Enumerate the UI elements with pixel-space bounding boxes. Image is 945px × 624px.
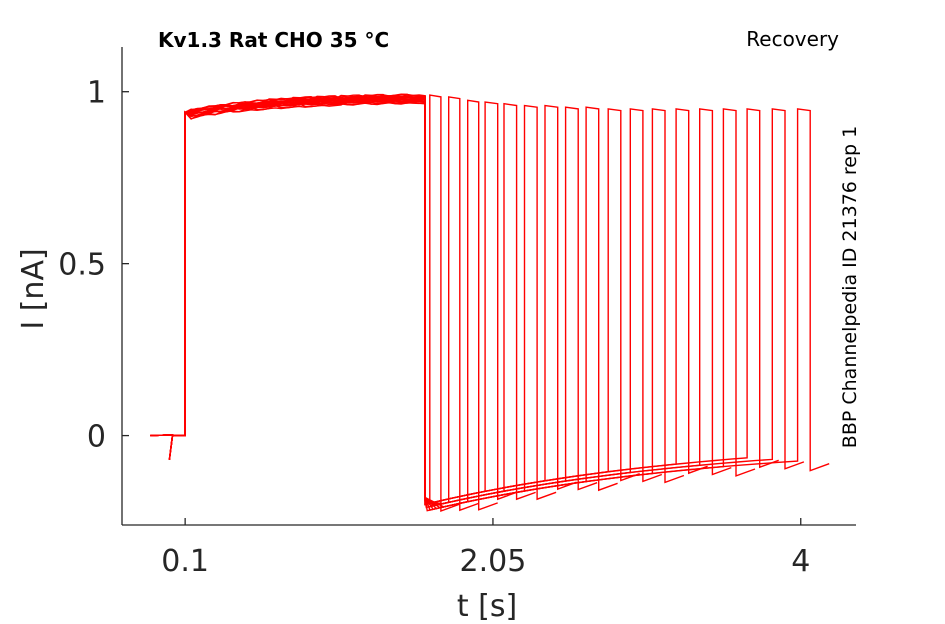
sweep-trace (150, 100, 685, 510)
source-label: BBP Channelpedia ID 21376 rep 1 (839, 126, 861, 448)
y-axis-label: I [nA] (16, 248, 51, 329)
sweep-trace (150, 93, 536, 508)
y-tick-label: 0.5 (58, 248, 106, 283)
sweep-trace (150, 99, 598, 507)
chart-subtitle: Recovery (746, 27, 839, 51)
sweep-trace (150, 93, 618, 511)
sweep-trace (150, 98, 663, 507)
axes (121, 47, 856, 526)
sweep-trace (150, 97, 498, 512)
x-tick-label: 2.05 (460, 544, 527, 579)
chart-title: Kv1.3 Rat CHO 35 °C (158, 28, 389, 52)
sweep-trace (150, 94, 805, 505)
sweep-trace (150, 100, 779, 506)
sweep-trace (150, 97, 577, 506)
x-axis-label: t [s] (457, 589, 517, 624)
sweep-trace (150, 100, 517, 506)
x-tick-label: 4 (791, 544, 810, 579)
y-ticks: 00.51 (58, 76, 129, 455)
sweep-trace (150, 94, 708, 506)
x-tick-label: 0.1 (161, 544, 209, 579)
sweep-trace (150, 96, 830, 508)
y-tick-label: 1 (87, 76, 106, 111)
y-tick-label: 0 (87, 420, 106, 455)
sweep-trace (150, 93, 461, 513)
current-traces (150, 93, 830, 513)
sweep-trace (150, 95, 640, 506)
x-ticks: 0.1 2.05 4 (161, 518, 810, 579)
sweep-trace (150, 95, 557, 511)
